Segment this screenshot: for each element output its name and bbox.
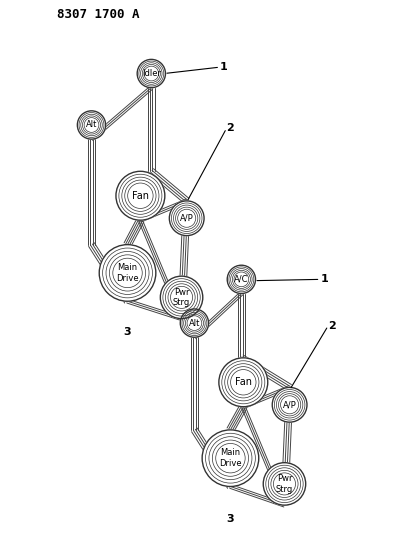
Circle shape	[272, 387, 307, 422]
Circle shape	[202, 430, 259, 487]
Circle shape	[116, 171, 165, 220]
Circle shape	[99, 245, 156, 301]
Text: Main
Drive: Main Drive	[219, 448, 242, 468]
Text: Fan: Fan	[132, 191, 149, 201]
Text: Fan: Fan	[235, 377, 252, 387]
Circle shape	[137, 59, 166, 88]
Circle shape	[77, 111, 105, 139]
Text: Pwr
Strg: Pwr Strg	[173, 288, 190, 307]
Circle shape	[180, 309, 208, 337]
Text: Idler: Idler	[142, 69, 161, 78]
Circle shape	[169, 201, 204, 236]
Text: 2: 2	[227, 123, 234, 133]
Text: 3: 3	[227, 514, 234, 523]
Text: 1: 1	[220, 62, 228, 72]
Text: Main
Drive: Main Drive	[116, 263, 139, 282]
Text: Alt: Alt	[189, 319, 200, 328]
Text: A/P: A/P	[283, 400, 297, 409]
Circle shape	[160, 276, 203, 319]
Text: 3: 3	[124, 327, 131, 337]
Circle shape	[219, 358, 268, 407]
Text: Pwr
Strg: Pwr Strg	[276, 474, 293, 494]
Text: Alt: Alt	[86, 120, 97, 130]
Text: 1: 1	[321, 274, 328, 285]
Circle shape	[263, 463, 306, 505]
Text: 8307 1700 A: 8307 1700 A	[57, 8, 139, 21]
Circle shape	[227, 265, 255, 294]
Text: A/C: A/C	[234, 275, 248, 284]
Text: A/P: A/P	[180, 214, 194, 223]
Text: 2: 2	[328, 321, 336, 330]
